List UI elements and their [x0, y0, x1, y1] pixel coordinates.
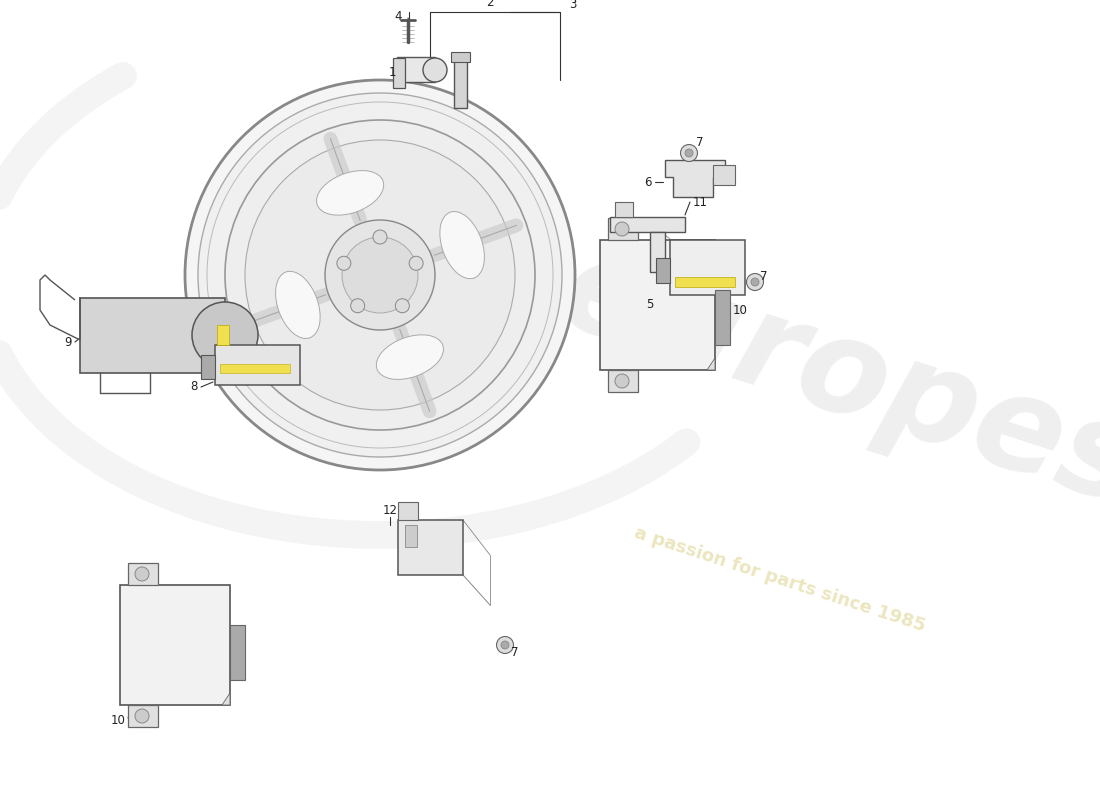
- Text: 10: 10: [733, 303, 747, 317]
- Text: 9: 9: [64, 335, 72, 349]
- Bar: [608, 218, 638, 240]
- Circle shape: [409, 256, 424, 270]
- Bar: [393, 58, 405, 88]
- Text: 10: 10: [111, 714, 125, 726]
- Bar: [650, 232, 666, 272]
- Bar: [220, 364, 290, 373]
- Bar: [608, 370, 638, 392]
- Text: 12: 12: [383, 503, 397, 517]
- Circle shape: [185, 80, 575, 470]
- Circle shape: [424, 58, 447, 82]
- Circle shape: [373, 230, 387, 244]
- Circle shape: [198, 93, 562, 457]
- Bar: [80, 298, 226, 373]
- Bar: [397, 57, 434, 82]
- Text: 5: 5: [647, 298, 653, 311]
- Circle shape: [395, 298, 409, 313]
- Polygon shape: [707, 358, 715, 370]
- Bar: [656, 258, 670, 283]
- Text: 7: 7: [696, 135, 704, 149]
- Circle shape: [342, 237, 418, 313]
- Text: 3: 3: [570, 0, 576, 11]
- Bar: [600, 240, 715, 370]
- Circle shape: [192, 302, 258, 368]
- Bar: [454, 58, 467, 108]
- Bar: [230, 625, 245, 680]
- Bar: [398, 520, 463, 575]
- Bar: [214, 345, 300, 385]
- Circle shape: [500, 641, 509, 649]
- Text: 2: 2: [486, 0, 494, 9]
- Bar: [120, 585, 230, 705]
- Bar: [670, 240, 745, 295]
- Circle shape: [615, 374, 629, 388]
- Ellipse shape: [376, 335, 443, 379]
- Circle shape: [135, 567, 149, 581]
- Polygon shape: [666, 160, 725, 197]
- Bar: [610, 217, 685, 232]
- Circle shape: [681, 145, 697, 162]
- Bar: [398, 502, 418, 520]
- Circle shape: [685, 149, 693, 157]
- Circle shape: [496, 637, 514, 654]
- Bar: [128, 705, 158, 727]
- Circle shape: [324, 220, 435, 330]
- Circle shape: [351, 298, 365, 313]
- Circle shape: [751, 278, 759, 286]
- Bar: [405, 525, 417, 547]
- Text: 7: 7: [512, 646, 519, 658]
- Text: 8: 8: [190, 381, 198, 394]
- Text: 4: 4: [394, 10, 402, 22]
- Bar: [675, 277, 735, 287]
- Text: 6: 6: [645, 175, 651, 189]
- Text: a passion for parts since 1985: a passion for parts since 1985: [632, 524, 927, 636]
- Text: 11: 11: [693, 195, 707, 209]
- Circle shape: [615, 222, 629, 236]
- Ellipse shape: [317, 170, 384, 215]
- Bar: [713, 165, 735, 185]
- Circle shape: [226, 120, 535, 430]
- Circle shape: [245, 140, 515, 410]
- Circle shape: [135, 709, 149, 723]
- Circle shape: [747, 274, 763, 290]
- Bar: [451, 52, 470, 62]
- Text: 1: 1: [388, 66, 396, 79]
- Bar: [715, 290, 730, 345]
- Text: 7: 7: [760, 270, 768, 282]
- Circle shape: [207, 102, 553, 448]
- Bar: [201, 355, 214, 379]
- Circle shape: [337, 256, 351, 270]
- Polygon shape: [222, 693, 230, 705]
- Text: europes: europes: [544, 226, 1100, 534]
- Ellipse shape: [276, 271, 320, 338]
- Ellipse shape: [440, 211, 484, 278]
- Bar: [615, 202, 632, 217]
- Bar: [217, 325, 229, 345]
- Bar: [128, 563, 158, 585]
